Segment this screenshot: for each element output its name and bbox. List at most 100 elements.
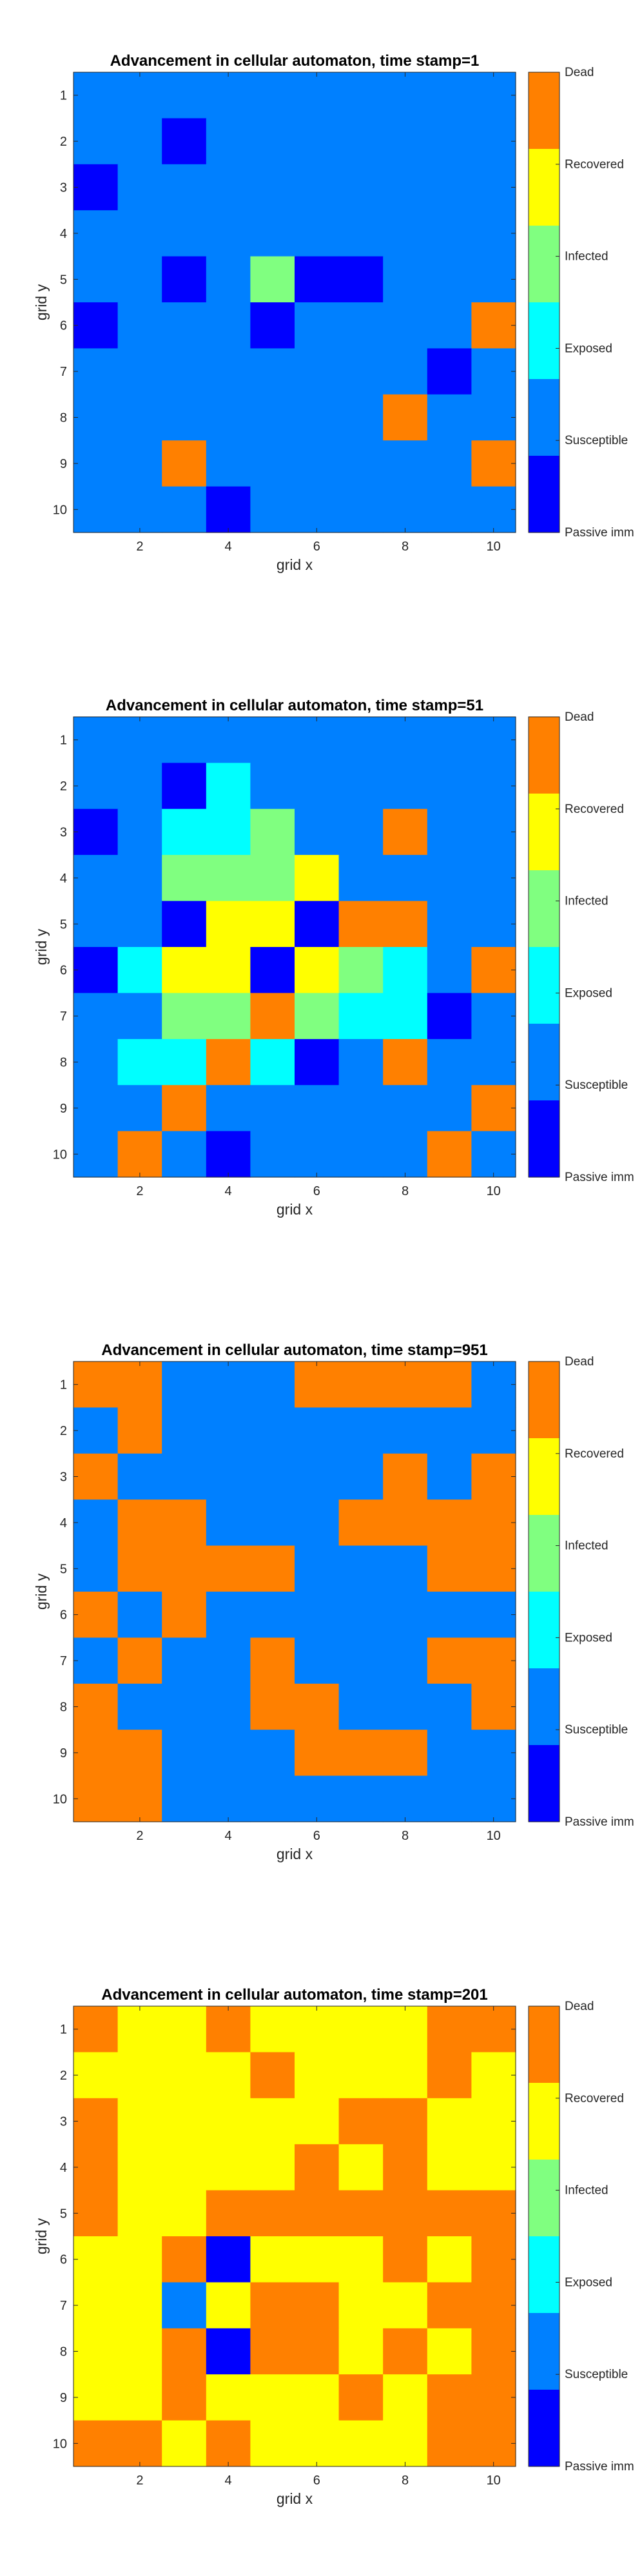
heatmap-cell-r3-c9 — [427, 1453, 472, 1500]
heatmap-cell-r4-c10 — [471, 1499, 516, 1547]
heatmap-cell-r5-c10 — [471, 2190, 516, 2237]
heatmap-cell-r4-c9 — [427, 2144, 472, 2191]
heatmap-cell-r8-c7 — [338, 394, 384, 441]
heatmap-cell-r2-c3 — [162, 1407, 207, 1454]
heatmap-cell-r10-c7 — [338, 1775, 384, 1822]
heatmap-cell-r4-c5 — [250, 855, 295, 902]
heatmap-cell-r5-c3 — [162, 901, 207, 948]
heatmap-cell-r2-c3 — [162, 763, 207, 810]
heatmap-cell-r7-c1 — [73, 2282, 119, 2329]
heatmap-cell-r3-c1 — [73, 1453, 119, 1500]
heatmap-cell-r1-c10 — [471, 72, 516, 119]
heatmap-cell-r10-c1 — [73, 1775, 119, 1822]
heatmap-cell-r2-c4 — [206, 763, 251, 810]
heatmap-cell-r3-c8 — [383, 808, 428, 855]
heatmap-cell-r1-c6 — [295, 2006, 340, 2053]
heatmap-cell-r4-c5 — [250, 210, 295, 257]
y-tick-label: 6 — [60, 2253, 67, 2267]
heatmap-cell-r1-c7 — [338, 72, 384, 119]
y-tick-label: 2 — [60, 135, 67, 149]
heatmap-cell-r3-c6 — [295, 164, 340, 211]
heatmap-cell-r1-c1 — [73, 72, 119, 119]
colorbar-segment-passive-immune — [529, 2390, 559, 2467]
heatmap-cell-r7-c7 — [338, 348, 384, 395]
heatmap-cell-r1-c2 — [117, 1361, 162, 1408]
heatmap-cell-r3-c9 — [427, 2098, 472, 2145]
colorbar-label: Dead — [565, 2000, 594, 2013]
y-tick-label: 10 — [53, 2437, 67, 2451]
heatmap-cell-r7-c8 — [383, 993, 428, 1040]
axes-frame — [73, 716, 516, 1178]
heatmap-cell-r10-c1 — [73, 1131, 119, 1178]
heatmap-cell-r1-c4 — [206, 72, 251, 119]
x-tick-label: 10 — [487, 540, 501, 554]
heatmap-cell-r10-c1 — [73, 2420, 119, 2467]
heatmap-cell-r3-c2 — [117, 2098, 162, 2145]
heatmap-cell-r3-c7 — [338, 164, 384, 211]
colorbar-segment-dead — [529, 1361, 559, 1439]
heatmap-cell-r10-c2 — [117, 2420, 162, 2467]
heatmap-cell-r5-c6 — [295, 1545, 340, 1592]
heatmap-cell-r7-c4 — [206, 2282, 251, 2329]
heatmap-cell-r9-c4 — [206, 1085, 251, 1132]
heatmap-cell-r2-c6 — [295, 2052, 340, 2099]
heatmap-cell-r6-c1 — [73, 947, 119, 993]
heatmap-cell-r8-c6 — [295, 1683, 340, 1730]
heatmap-cell-r10-c9 — [427, 1131, 472, 1178]
heatmap-panel-3: Advancement in cellular automaton, time … — [33, 1342, 634, 1862]
heatmap-cell-r7-c6 — [295, 2282, 340, 2329]
heatmap-cell-r4-c10 — [471, 210, 516, 257]
heatmap-cell-r9-c8 — [383, 2374, 428, 2421]
heatmap-cell-r6-c1 — [73, 2236, 119, 2283]
heatmap-cell-r9-c1 — [73, 1730, 119, 1777]
heatmap-cell-r6-c4 — [206, 302, 251, 349]
colorbar: Passive imm Susceptible Exposed Infected Rec… — [528, 2000, 634, 2474]
heatmap-cell-r6-c4 — [206, 1592, 251, 1638]
heatmap-cell-r8-c8 — [383, 1039, 428, 1086]
heatmap-cell-r5-c5 — [250, 1545, 295, 1592]
heatmap-cell-r2-c9 — [427, 763, 472, 810]
x-tick-label: 8 — [402, 540, 409, 554]
heatmap-cell-r5-c8 — [383, 256, 428, 303]
heatmap-cell-r5-c9 — [427, 1545, 472, 1592]
heatmap-cell-r5-c8 — [383, 2190, 428, 2237]
heatmap-cell-r7-c9 — [427, 2282, 472, 2329]
heatmap-cell-r8-c7 — [338, 1683, 384, 1730]
x-tick-label: 2 — [136, 1829, 143, 1843]
heatmap-cell-r9-c8 — [383, 1730, 428, 1777]
heatmap-cell-r6-c8 — [383, 302, 428, 349]
heatmap-cell-r2-c3 — [162, 2052, 207, 2099]
heatmap-cell-r5-c7 — [338, 1545, 384, 1592]
heatmap-cell-r9-c2 — [117, 1730, 162, 1777]
colorbar-frame — [528, 2005, 560, 2467]
heatmap-cell-r2-c8 — [383, 118, 428, 165]
heatmap-cell-r7-c8 — [383, 1637, 428, 1684]
heatmap-cell-r6-c7 — [338, 2236, 384, 2283]
heatmap-cell-r4-c1 — [73, 210, 119, 257]
heatmap-cell-r7-c9 — [427, 1637, 472, 1684]
colorbar-segment-infected — [529, 1515, 559, 1592]
heatmap-cell-r8-c2 — [117, 394, 162, 441]
heatmap-cell-r6-c6 — [295, 947, 340, 993]
x-tick-label: 10 — [487, 1829, 501, 1843]
chart-title: Advancement in cellular automaton, time … — [101, 1986, 488, 2004]
heatmap-cell-r7-c2 — [117, 2282, 162, 2329]
heatmap-cell-r5-c9 — [427, 256, 472, 303]
x-axis-label: grid x — [277, 1846, 313, 1862]
heatmap-cell-r10-c9 — [427, 1775, 472, 1822]
heatmap-cell-r10-c3 — [162, 2420, 207, 2467]
heatmap-cell-r6-c5 — [250, 1592, 295, 1638]
heatmap-cell-r7-c6 — [295, 993, 340, 1040]
heatmap-cell-r9-c6 — [295, 440, 340, 487]
heatmap-cell-r9-c5 — [250, 2374, 295, 2421]
heatmap-cell-r8-c3 — [162, 1039, 207, 1086]
heatmap-cell-r1-c2 — [117, 72, 162, 119]
heatmap-cell-r2-c7 — [338, 118, 384, 165]
heatmap-cell-r2-c5 — [250, 763, 295, 810]
heatmap-cell-r10-c3 — [162, 1131, 207, 1178]
y-tick-label: 1 — [60, 2023, 67, 2037]
y-tick-label: 6 — [60, 319, 67, 333]
heatmap-cell-r7-c7 — [338, 993, 384, 1040]
heatmap-cell-r3-c4 — [206, 808, 251, 855]
heatmap-cell-r2-c9 — [427, 118, 472, 165]
